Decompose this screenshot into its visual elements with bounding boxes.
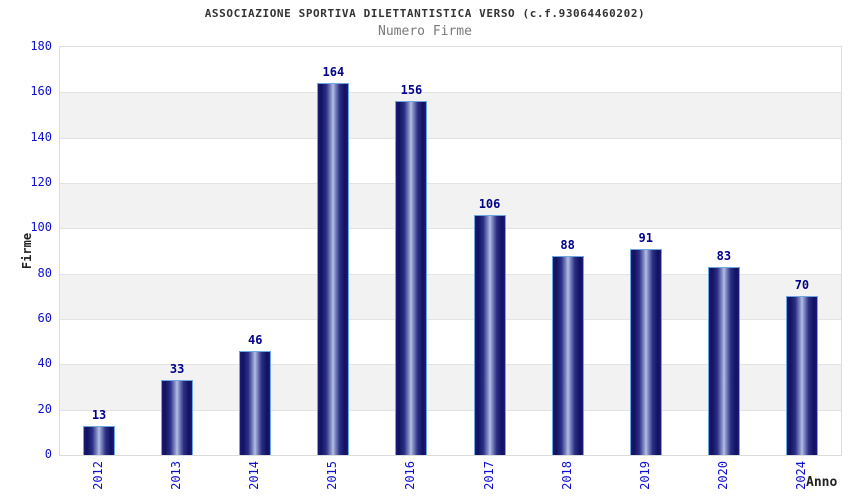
y-axis-title: Firme bbox=[20, 232, 34, 270]
x-tick-label: 2015 bbox=[325, 461, 340, 490]
chart-title: ASSOCIAZIONE SPORTIVA DILETTANTISTICA VE… bbox=[204, 7, 646, 20]
bar-2012 bbox=[83, 425, 116, 455]
gridline bbox=[60, 92, 841, 94]
gridline bbox=[60, 409, 841, 411]
bar-value-label: 33 bbox=[169, 362, 185, 377]
bar-2017 bbox=[473, 214, 506, 455]
y-tick-label: 140 bbox=[30, 129, 52, 144]
plot-band bbox=[60, 92, 841, 138]
plot-area: 13 33 46 164 156 106 88 91 83 70 bbox=[60, 47, 841, 455]
plot-band bbox=[60, 137, 841, 183]
y-tick-label: 60 bbox=[37, 311, 52, 325]
gridline bbox=[60, 228, 841, 230]
x-tick-label: 2013 bbox=[169, 461, 184, 490]
x-axis-title: Anno bbox=[806, 475, 838, 490]
x-tick-label: 2016 bbox=[403, 461, 418, 490]
bar-2014 bbox=[239, 350, 272, 455]
bar-2016 bbox=[395, 101, 428, 455]
x-tick-label: 2017 bbox=[481, 461, 496, 490]
bar-value-label: 46 bbox=[248, 332, 263, 347]
bar-value-label: 106 bbox=[478, 196, 501, 211]
plot-band bbox=[60, 183, 841, 229]
bar-2020 bbox=[707, 266, 740, 455]
y-tick-label: 80 bbox=[37, 265, 52, 280]
x-tick-label: 2018 bbox=[559, 461, 574, 490]
bar-value-label: 156 bbox=[400, 83, 423, 98]
plot-band bbox=[60, 228, 841, 274]
bar-value-label: 88 bbox=[560, 237, 575, 252]
x-tick-label: 2014 bbox=[247, 461, 262, 490]
bar-value-label: 70 bbox=[794, 278, 810, 293]
y-tick-label: 120 bbox=[30, 175, 52, 189]
gridline bbox=[60, 183, 841, 184]
y-tick-label: 0 bbox=[44, 447, 52, 461]
y-tick-label: 100 bbox=[30, 220, 52, 235]
gridline bbox=[60, 137, 841, 139]
bar-value-label: 83 bbox=[716, 248, 732, 263]
y-tick-label: 20 bbox=[37, 401, 52, 416]
x-tick-label: 2020 bbox=[715, 461, 730, 490]
bar-2019 bbox=[629, 248, 662, 455]
y-tick-label: 40 bbox=[37, 356, 52, 371]
x-tick-label: 2019 bbox=[637, 461, 652, 490]
gridline bbox=[60, 273, 841, 275]
gridline bbox=[60, 364, 841, 366]
bar-2015 bbox=[317, 83, 350, 455]
x-tick-label: 2012 bbox=[91, 461, 106, 490]
y-tick-label: 160 bbox=[30, 84, 52, 99]
bar-value-label: 91 bbox=[638, 230, 653, 245]
bar-value-label: 164 bbox=[322, 65, 345, 80]
bar-2013 bbox=[161, 380, 194, 455]
gridline bbox=[60, 319, 841, 320]
bar-2024 bbox=[785, 296, 818, 455]
y-tick-label: 180 bbox=[30, 39, 52, 53]
bar-value-label: 13 bbox=[91, 407, 107, 422]
chart-subtitle: Numero Firme bbox=[378, 24, 472, 39]
bar-2018 bbox=[551, 255, 584, 455]
plot-band bbox=[60, 47, 841, 93]
